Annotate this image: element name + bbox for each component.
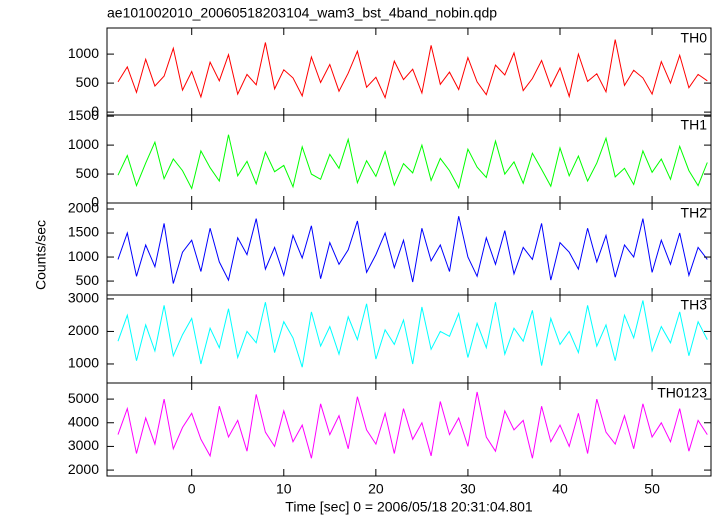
x-tick-label: 50 [644,481,660,497]
panel-frame [106,27,712,116]
y-tick-label: 2000 [68,322,99,338]
panel-label: TH3 [681,297,708,313]
y-tick-label: 3000 [68,290,99,306]
panel-frame [106,382,712,477]
x-tick-label: 10 [276,481,292,497]
light-curve [117,134,708,190]
panel-label: TH1 [681,117,708,133]
panel-frame [106,294,712,384]
panel-label: TH0 [681,30,708,46]
x-axis-label: Time [sec] 0 = 2006/05/18 20:31:04.801 [285,499,533,515]
y-tick-label: 500 [76,165,100,181]
y-axis-label: Counts/sec [33,220,49,290]
x-tick-label: 40 [552,481,568,497]
y-tick-label: 1000 [68,45,99,61]
y-tick-label: 0 [91,194,99,210]
y-tick-label: 500 [76,74,100,90]
x-tick-label: 30 [460,481,476,497]
y-tick-label: 4000 [68,413,99,429]
x-tick-label: 20 [368,481,384,497]
light-curve [117,216,708,284]
y-tick-label: 1000 [68,355,99,371]
y-tick-label: 0 [91,103,99,119]
y-tick-label: 1000 [68,248,99,264]
light-curve [117,391,708,459]
y-tick-label: 5000 [68,390,99,406]
panel-label: TH2 [681,205,708,221]
y-tick-label: 1500 [68,224,99,240]
light-curve [117,39,708,100]
panel-frame [106,202,712,296]
chart-title: ae101002010_20060518203104_wam3_bst_4ban… [107,5,497,21]
y-tick-label: 500 [76,272,100,288]
panel-frame [106,114,712,204]
light-curve [117,300,708,368]
y-tick-label: 1000 [68,136,99,152]
y-tick-label: 2000 [68,200,99,216]
y-tick-label: 3000 [68,437,99,453]
y-tick-label: 2000 [68,461,99,477]
y-tick-label: 1500 [68,107,99,123]
panel-label: TH0123 [657,385,707,401]
x-tick-label: 0 [188,481,196,497]
